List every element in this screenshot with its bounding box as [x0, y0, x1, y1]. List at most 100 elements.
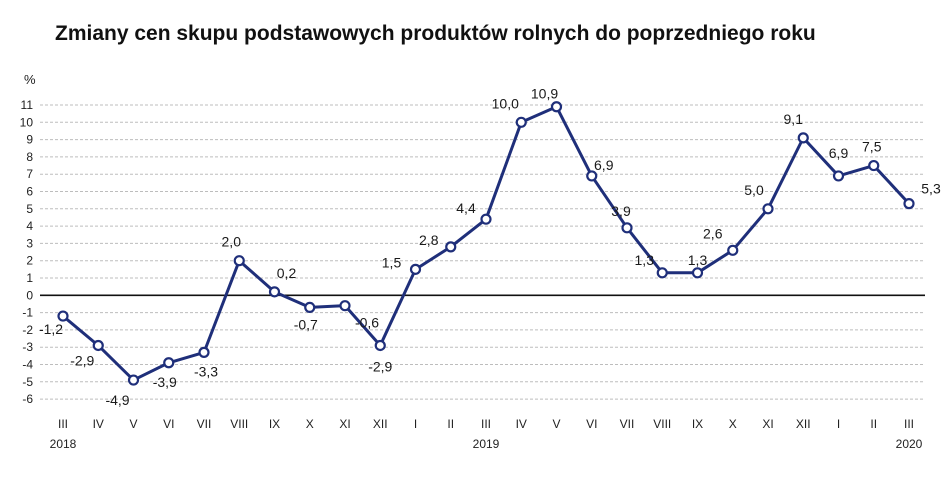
x-tick-label: VI: [163, 417, 174, 431]
data-label: 6,9: [829, 145, 849, 161]
y-tick-label: 5: [26, 202, 33, 216]
y-tick-label: 6: [26, 185, 33, 199]
data-point: [727, 244, 739, 256]
data-point: [92, 339, 104, 352]
data-label: -0,7: [294, 316, 318, 332]
data-label: -0,6: [355, 315, 379, 331]
y-tick-label: 4: [26, 219, 33, 233]
x-tick-label: XI: [339, 417, 350, 431]
x-tick-label: II: [447, 417, 454, 431]
y-tick-label: 7: [26, 167, 33, 181]
data-point: [797, 132, 809, 144]
data-label: 9,1: [784, 111, 804, 127]
data-point: [515, 116, 527, 128]
x-tick-label: X: [729, 417, 737, 431]
x-tick-label: III: [58, 417, 68, 431]
y-tick-label: -6: [22, 392, 33, 406]
grid-layer: [40, 104, 925, 400]
data-label: 7,5: [862, 139, 882, 155]
x-tick-label: XII: [796, 417, 811, 431]
x-tick-label: III: [481, 417, 491, 431]
y-tick-label: -2: [22, 323, 33, 337]
data-label: 5,3: [921, 181, 941, 197]
data-point: [480, 213, 492, 225]
x-tick-label: III: [904, 417, 914, 431]
y-tick-label: -1: [22, 306, 33, 320]
y-tick-label: 2: [26, 254, 33, 268]
x-tick-label: IV: [93, 417, 104, 431]
data-point: [409, 263, 422, 275]
y-tick-label: 10: [20, 115, 34, 129]
data-label: 0,2: [277, 265, 297, 281]
label-layer: -1,2 -2,9 -4,9 -3,9 -3,3 2,0 0,2 -0,7 -0,6 -2,9 1,…: [39, 86, 941, 408]
data-point: [832, 170, 845, 182]
data-label: -2,9: [368, 358, 392, 374]
x-tick-label: VI: [586, 417, 597, 431]
x-tick-label: XII: [373, 417, 388, 431]
y-tick-label: 8: [26, 150, 33, 164]
data-label: 5,0: [744, 182, 764, 198]
data-point: [762, 203, 774, 215]
x-tick-label: VIII: [230, 417, 248, 431]
data-point: [127, 374, 140, 386]
data-point: [304, 301, 316, 314]
x-tick-label: VII: [620, 417, 635, 431]
data-label: 1,3: [635, 252, 655, 268]
year-label: 2019: [473, 437, 500, 451]
data-label: 3,9: [611, 203, 631, 219]
data-point: [621, 222, 633, 234]
data-label: -1,2: [39, 321, 63, 337]
data-point: [586, 170, 598, 182]
data-label: -2,9: [70, 352, 94, 368]
data-point: [233, 255, 245, 267]
series-layer: [57, 101, 915, 386]
x-tick-label: IV: [516, 417, 527, 431]
data-point: [374, 339, 386, 352]
data-point: [268, 286, 281, 298]
data-label: -3,3: [194, 363, 218, 379]
y-axis-unit-label: %: [24, 72, 36, 87]
x-tick-label: V: [129, 417, 137, 431]
x-tick-label: X: [306, 417, 314, 431]
data-point: [868, 159, 880, 172]
x-tick-label: II: [870, 417, 877, 431]
data-point: [550, 101, 563, 113]
data-point: [691, 267, 704, 279]
y-tick-label: -4: [22, 358, 33, 372]
data-label: 2,8: [419, 232, 439, 248]
y-tick-label: 9: [26, 133, 33, 147]
data-label: 1,5: [382, 254, 402, 270]
data-label: 4,4: [456, 200, 476, 216]
data-point: [339, 300, 351, 312]
x-tick-label: VIII: [653, 417, 671, 431]
x-tick-label: V: [552, 417, 560, 431]
x-tick-label: I: [837, 417, 840, 431]
data-label: -3,9: [153, 374, 177, 390]
data-point: [656, 267, 668, 279]
data-point: [198, 346, 210, 358]
data-point: [163, 357, 175, 369]
chart-title: Zmiany cen skupu podstawowych produktów …: [55, 22, 816, 45]
year-label: 2020: [896, 437, 923, 451]
year-label: 2018: [50, 437, 77, 451]
x-tick-label: XI: [762, 417, 773, 431]
data-point: [57, 310, 69, 322]
y-tick-label: -3: [22, 340, 33, 354]
data-point: [903, 198, 915, 210]
x-tick-label: IX: [269, 417, 280, 431]
y-tick-label: 1: [26, 271, 33, 285]
data-label: 2,0: [222, 234, 242, 250]
data-label: 1,3: [688, 252, 708, 268]
y-tick-label: 3: [26, 236, 33, 250]
x-tick-label: I: [414, 417, 417, 431]
x-tick-label: IX: [692, 417, 703, 431]
data-point: [445, 241, 457, 253]
y-tick-label: 11: [21, 98, 34, 112]
y-tick-label: -5: [22, 375, 33, 389]
data-label: -4,9: [105, 392, 129, 408]
y-tick-label: 0: [26, 288, 33, 302]
data-label: 2,6: [703, 225, 723, 241]
data-label: 6,9: [594, 157, 614, 173]
